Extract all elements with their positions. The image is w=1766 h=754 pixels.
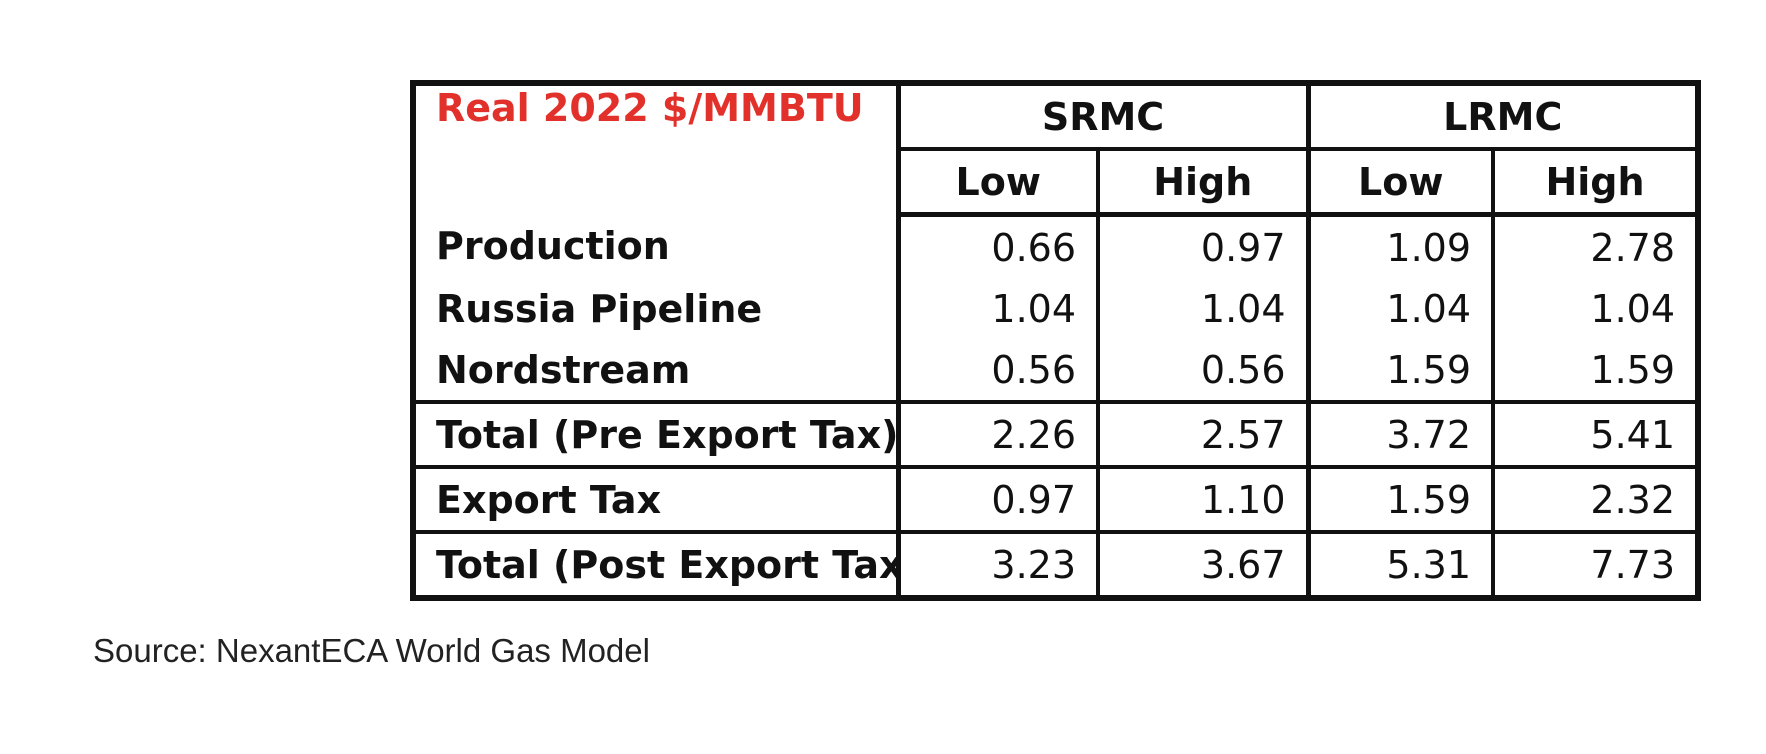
column-header-row: Low High Low High — [413, 149, 1698, 217]
row-label: Russia Pipeline — [413, 278, 901, 339]
column-header-srmc-high: High — [1098, 149, 1311, 217]
table-row: Nordstream 0.56 0.56 1.59 1.59 — [413, 339, 1698, 404]
row-label: Total (Pre Export Tax) — [413, 402, 901, 469]
value-cell: 2.78 — [1590, 225, 1675, 270]
value-cell: 2.32 — [1493, 467, 1698, 534]
group-header-row: Real 2022 $/MMBTU SRMC LRMC — [413, 83, 1698, 215]
unit-label: Real 2022 $/MMBTU — [413, 83, 901, 215]
value-cell: 2.57 — [1098, 402, 1311, 469]
value-cell: 0.97 — [898, 467, 1100, 534]
source-note: Source: NexantECA World Gas Model — [93, 632, 650, 669]
value-cell: 0.66 — [898, 214, 1100, 278]
value-cell: 0.56 — [898, 339, 1100, 404]
column-header-lrmc-high: High — [1493, 149, 1698, 217]
value-cell: 1.04 — [1098, 278, 1311, 339]
value-cell: 1.09 — [1308, 214, 1495, 278]
cropped-title — [410, 34, 1690, 64]
table-row: Russia Pipeline 1.04 1.04 1.04 1.04 — [413, 278, 1698, 339]
row-label: Export Tax — [413, 467, 901, 534]
row-label: Production — [413, 214, 901, 278]
table-row: Production 0.66 0.97 1.09 2.78 — [413, 214, 1698, 278]
table-body: Production 0.66 0.97 1.09 2.78 Russia Pipelin… — [413, 214, 1698, 598]
value-cell: 0.56 — [1098, 339, 1311, 404]
column-header-srmc-low: Low — [898, 149, 1100, 217]
value-cell: 3.72 — [1308, 402, 1495, 469]
value-cell: 1.59 — [1308, 467, 1495, 534]
table-row: Export Tax 0.97 1.10 1.59 2.32 — [413, 467, 1698, 534]
value-cell: 5.31 — [1308, 532, 1495, 598]
table-row: Total (Pre Export Tax) 2.26 2.57 3.72 5.41 — [413, 402, 1698, 469]
row-label: Nordstream — [413, 339, 901, 404]
value-cell: 2.26 — [898, 402, 1100, 469]
column-header-lrmc-low: Low — [1308, 149, 1495, 217]
group-header-srmc: SRMC — [898, 83, 1311, 151]
value-cell: 3.67 — [1098, 532, 1311, 598]
value-cell: 1.59 — [1493, 339, 1698, 404]
group-header-lrmc: LRMC — [1308, 83, 1698, 151]
value-cell: 1.10 — [1098, 467, 1311, 534]
row-label: Total (Post Export Tax) — [413, 532, 901, 598]
value-cell: 3.23 — [898, 532, 1100, 598]
value-cell: 1.04 — [1590, 286, 1675, 331]
table-row: Total (Post Export Tax) 3.23 3.67 5.31 7.73 — [413, 532, 1698, 598]
value-cell: 1.59 — [1308, 339, 1495, 404]
value-cell: 0.97 — [1098, 214, 1311, 278]
value-cell: 1.04 — [898, 278, 1100, 339]
cost-table: Real 2022 $/MMBTU SRMC LRMC Low High Low… — [410, 80, 1701, 601]
value-cell: 1.04 — [1308, 278, 1495, 339]
value-cell: 5.41 — [1493, 402, 1698, 469]
value-cell: 7.73 — [1590, 542, 1675, 587]
